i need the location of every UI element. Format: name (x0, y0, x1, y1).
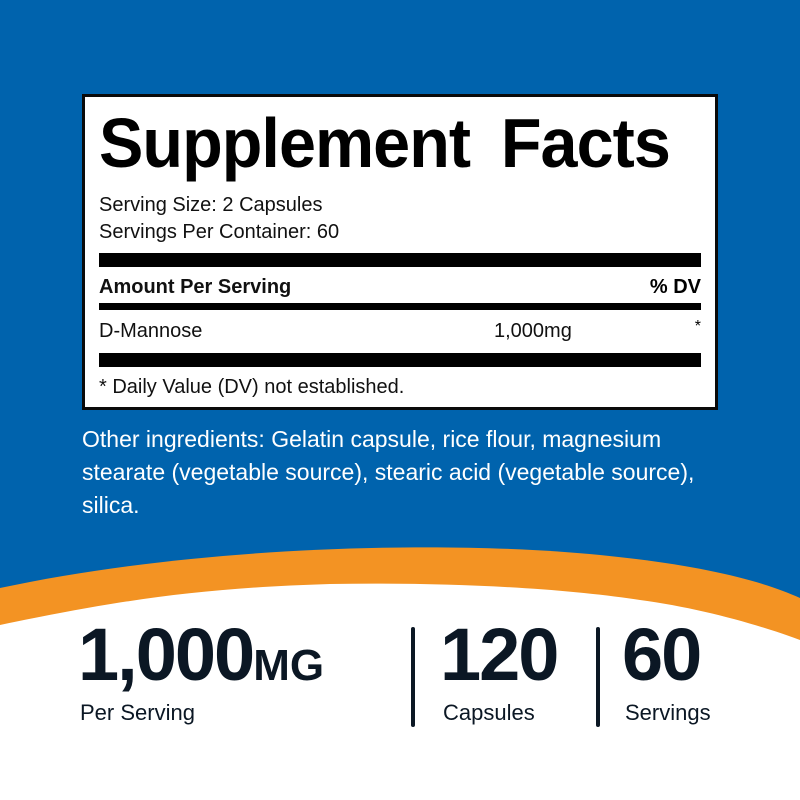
stat-divider (596, 627, 600, 727)
other-ingredients: Other ingredients: Gelatin capsule, rice… (82, 426, 695, 518)
dv-header: % DV (649, 276, 701, 298)
servings-per-container: Servings Per Container: 60 (99, 221, 340, 243)
stat-servings-value: 60 (622, 613, 702, 696)
supplement-facts-panel: Supplement Facts Serving Size: 2 Capsule… (82, 94, 718, 410)
footnote: * Daily Value (DV) not established. (99, 376, 405, 398)
stat-dose-label: Per Serving (80, 700, 195, 725)
dose-unit: MG (253, 641, 325, 690)
stat-capsules-label: Capsules (443, 700, 535, 725)
stat-servings-label: Servings (625, 700, 711, 725)
serving-size: Serving Size: 2 Capsules (99, 194, 323, 216)
facts-title: Supplement Facts (99, 104, 671, 182)
ingredient-amount: 1,000mg (494, 320, 572, 342)
thick-divider (99, 353, 701, 367)
stat-capsules-value: 120 (440, 613, 559, 696)
amount-per-serving-header: Amount Per Serving (99, 276, 292, 298)
ingredient-dv: * (694, 318, 701, 335)
stat-divider (411, 627, 415, 727)
thick-divider (99, 253, 701, 267)
white-wave (0, 583, 800, 800)
stat-dose-value: 1,000MG (78, 612, 324, 697)
ingredient-name: D-Mannose (99, 320, 203, 342)
dose-number: 1,000 (78, 613, 255, 696)
divider (99, 303, 701, 310)
